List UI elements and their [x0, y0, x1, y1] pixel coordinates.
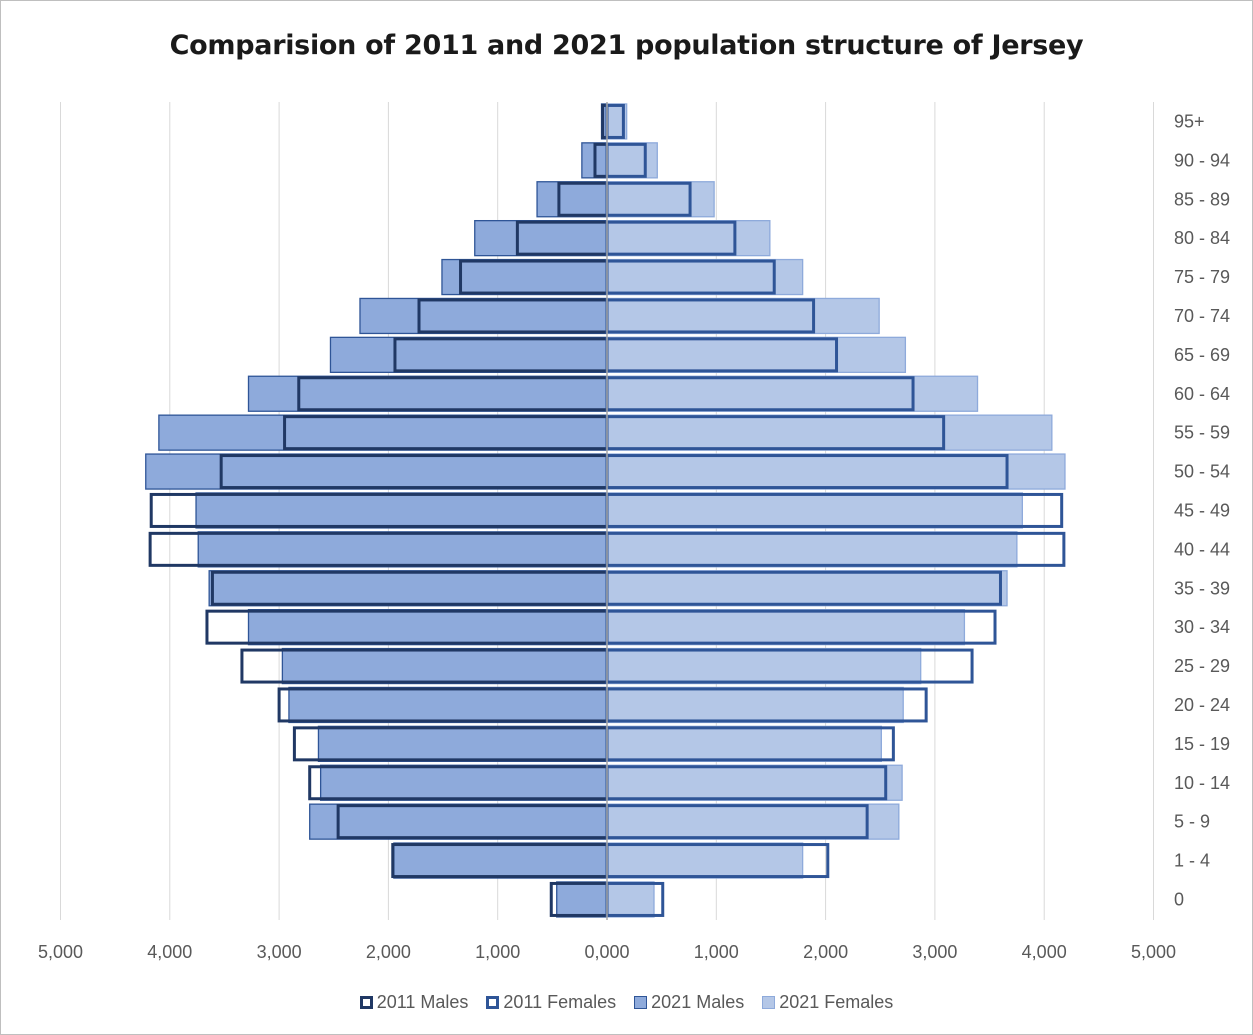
bar-2021-females-20-24	[606, 686, 904, 724]
category-label: 1 - 4	[1174, 851, 1210, 871]
bar-2021-females-55-59	[606, 414, 1053, 451]
bar-2021-females-90-94	[606, 142, 658, 179]
x-tick-label: 1,000	[694, 942, 739, 962]
category-label: 75 - 79	[1174, 267, 1230, 287]
bar-2021-males-65-69	[329, 336, 608, 374]
bar-2021-males-10-14	[319, 764, 608, 801]
bar-2021-males-35-39	[208, 570, 608, 607]
bar-2021-females-70-74	[606, 297, 880, 335]
bar-2021-males-50-54	[145, 453, 608, 490]
bar-2021-males-30-34	[247, 609, 608, 646]
bar-2021-females-75-79	[606, 258, 804, 296]
x-tick-label: 3,000	[257, 942, 302, 962]
bar-2021-females-85-89	[606, 181, 715, 218]
category-label: 80 - 84	[1174, 228, 1230, 248]
bar-2021-females-30-34	[606, 609, 966, 646]
category-label: 20 - 24	[1174, 695, 1230, 715]
category-label: 5 - 9	[1174, 812, 1210, 832]
x-tick-label: 2,000	[803, 942, 848, 962]
bar-2021-males-55-59	[158, 414, 608, 451]
x-tick-label: 5,000	[1131, 942, 1176, 962]
x-tick-label: 3,000	[912, 942, 957, 962]
category-label: 40 - 44	[1174, 539, 1230, 559]
bar-2021-males-60-64	[247, 375, 608, 412]
category-label: 15 - 19	[1174, 734, 1230, 754]
bar-2021-females-40-44	[606, 531, 1018, 568]
category-label: 85 - 89	[1174, 189, 1230, 209]
bar-2021-females-65-69	[606, 336, 907, 374]
bar-2021-females-50-54	[606, 453, 1066, 490]
bar-2021-males-20-24	[288, 686, 608, 724]
category-label: 0	[1174, 889, 1184, 909]
legend-item-2011-males: 2011 Males	[359, 992, 469, 1013]
x-tick-label: 4,000	[147, 942, 192, 962]
x-tick-label: 2,000	[366, 942, 411, 962]
category-label: 70 - 74	[1174, 306, 1230, 326]
bar-2021-males-85-89	[536, 181, 608, 218]
legend-swatch-2011-females	[486, 996, 500, 1009]
x-tick-label: 4,000	[1022, 942, 1067, 962]
bar-2021-males-75-79	[441, 258, 608, 296]
legend-item-2021-females: 2021 Females	[762, 992, 893, 1013]
legend-label-2021-males: 2021 Males	[651, 992, 745, 1012]
legend-item-2011-females: 2011 Females	[486, 992, 616, 1013]
bar-2021-females-15-19	[606, 725, 882, 762]
bar-2021-females-10-14	[606, 764, 903, 801]
category-label: 35 - 39	[1174, 578, 1230, 598]
bar-2021-males-45-49	[195, 492, 608, 529]
category-label: 50 - 54	[1174, 462, 1230, 482]
category-label: 25 - 29	[1174, 656, 1230, 676]
bar-2021-females-1-4	[606, 842, 804, 879]
chart-legend: 2011 Males 2011 Females 2021 Males 2021 …	[0, 992, 1253, 1013]
bar-2021-males-1-4	[393, 842, 608, 879]
legend-swatch-2021-males	[634, 996, 648, 1009]
legend-swatch-2011-males	[359, 996, 373, 1009]
x-tick-label: 5,000	[38, 942, 83, 962]
bar-2021-males-0	[556, 881, 608, 918]
legend-swatch-2021-females	[762, 996, 776, 1009]
bar-2021-females-45-49	[606, 492, 1023, 529]
bar-2021-males-80-84	[474, 219, 608, 257]
legend-label-2021-females: 2021 Females	[779, 992, 894, 1012]
bar-2021-males-70-74	[359, 297, 608, 335]
bar-2021-males-5-9	[309, 803, 608, 840]
bar-2021-females-0	[606, 881, 655, 918]
bar-2021-males-25-29	[281, 647, 608, 685]
category-label: 90 - 94	[1174, 150, 1230, 170]
bar-2021-females-80-84	[606, 219, 771, 257]
legend-label-2011-males: 2011 Males	[376, 992, 469, 1012]
bar-2021-females-60-64	[606, 375, 979, 412]
x-tick-label: 1,000	[475, 942, 520, 962]
category-label: 55 - 59	[1174, 423, 1230, 443]
category-label: 45 - 49	[1174, 500, 1230, 520]
category-label: 65 - 69	[1174, 345, 1230, 365]
bar-2021-males-40-44	[197, 531, 608, 568]
legend-item-2021-males: 2021 Males	[634, 992, 744, 1013]
legend-label-2011-females: 2011 Females	[503, 992, 617, 1012]
x-tick-label: 0,000	[584, 942, 629, 962]
category-label: 60 - 64	[1174, 384, 1230, 404]
category-label: 95+	[1174, 111, 1205, 131]
chart-title: Comparision of 2011 and 2021 population …	[169, 30, 1084, 61]
bar-2021-females-35-39	[606, 570, 1008, 607]
bar-2021-females-5-9	[606, 803, 900, 840]
category-label: 10 - 14	[1174, 773, 1230, 793]
bar-2021-males-15-19	[317, 725, 608, 762]
bar-2021-females-25-29	[606, 647, 922, 685]
category-label: 30 - 34	[1174, 617, 1230, 637]
